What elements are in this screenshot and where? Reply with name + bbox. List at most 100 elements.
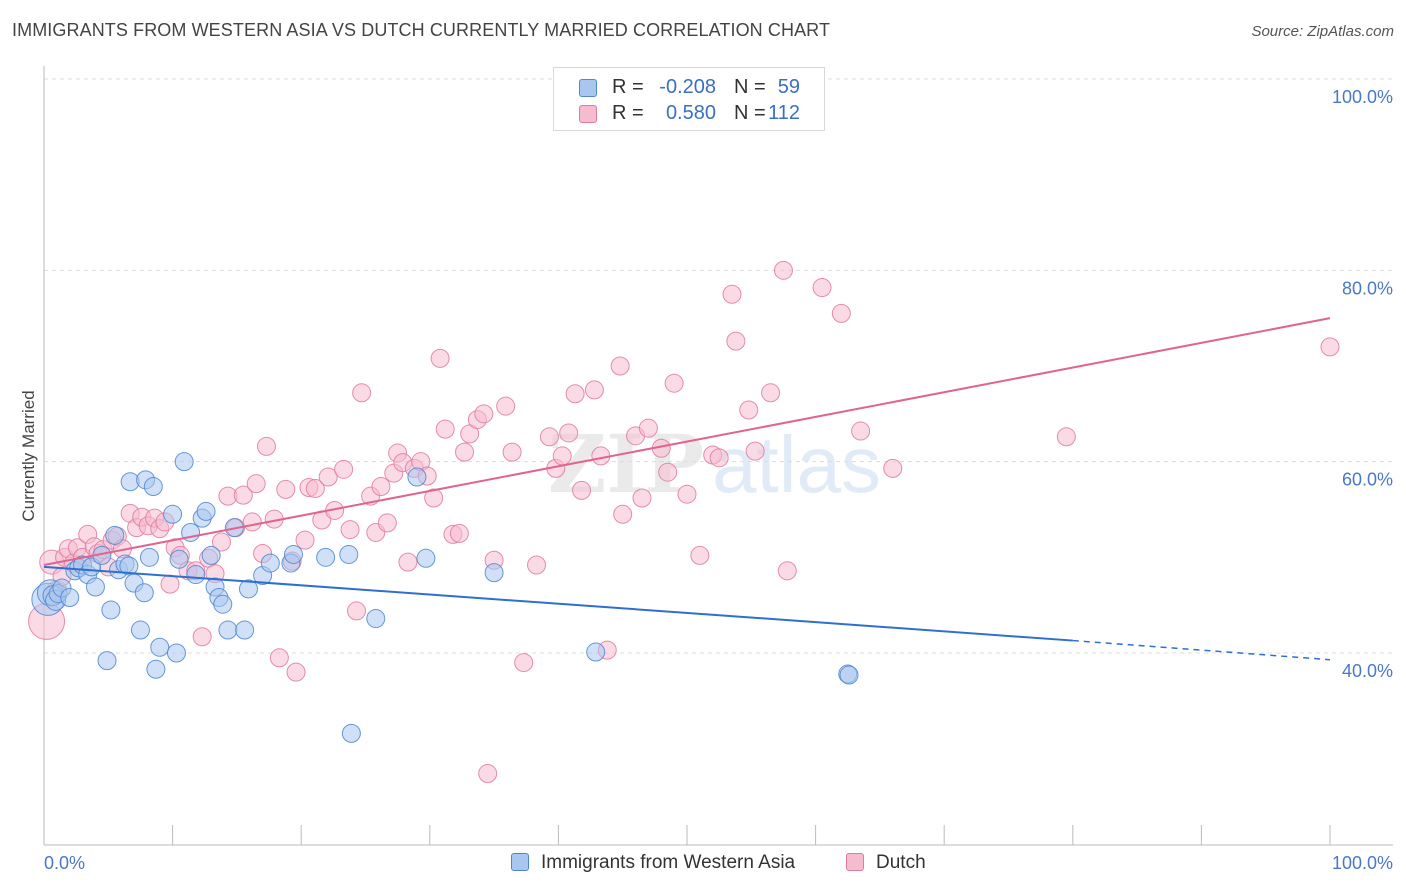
dutch-point xyxy=(295,530,315,550)
dutch-point xyxy=(424,488,444,508)
series-legend: Immigrants from Western Asia Dutch xyxy=(0,852,1406,878)
dutch-point xyxy=(761,383,781,403)
dutch-point xyxy=(1056,427,1076,447)
legend-n-label: N = xyxy=(734,102,766,124)
dutch-point xyxy=(613,504,633,524)
legend-r-value: 0.580 xyxy=(665,102,716,124)
legend-row-dutch: R = 0.580 N = 112 xyxy=(554,102,824,128)
western-asia-point xyxy=(85,577,105,597)
dutch-point xyxy=(745,441,765,461)
dutch-point xyxy=(552,446,572,466)
legend-item-western-asia: Immigrants from Western Asia xyxy=(511,852,795,874)
dutch-point xyxy=(539,427,559,447)
legend-swatch-pink xyxy=(579,105,597,123)
western-asia-point xyxy=(283,544,303,564)
western-asia-point xyxy=(119,556,139,576)
dutch-point xyxy=(377,513,397,533)
dutch-point xyxy=(638,418,658,438)
dutch-trend-line xyxy=(43,317,1331,566)
dutch-point xyxy=(773,260,793,280)
dutch-point xyxy=(305,478,325,498)
legend-label-western-asia: Immigrants from Western Asia xyxy=(541,852,796,873)
dutch-point xyxy=(739,400,759,420)
chart-title: IMMIGRANTS FROM WESTERN ASIA VS DUTCH CU… xyxy=(12,20,831,40)
western-asia-point xyxy=(134,583,154,603)
legend-swatch-blue xyxy=(511,853,529,871)
western-asia-point xyxy=(218,620,238,640)
western-asia-point xyxy=(139,547,159,567)
western-asia-trend-line xyxy=(43,565,1073,642)
y-tick-label: 80.0% xyxy=(1342,278,1393,298)
dutch-point xyxy=(276,479,296,499)
dutch-point xyxy=(502,442,522,462)
dutch-point xyxy=(269,648,289,668)
dutch-points xyxy=(28,260,1340,784)
dutch-point xyxy=(722,284,742,304)
western-asia-point xyxy=(166,643,186,663)
dutch-point xyxy=(256,436,276,456)
legend-r-label: R = xyxy=(612,76,644,98)
western-asia-point xyxy=(146,659,166,679)
legend-label-dutch: Dutch xyxy=(876,852,926,873)
western-asia-point xyxy=(260,553,280,573)
western-asia-point xyxy=(484,563,504,583)
dutch-point xyxy=(352,383,372,403)
dutch-point xyxy=(318,467,338,487)
dutch-point xyxy=(455,442,475,462)
western-asia-point xyxy=(174,452,194,472)
dutch-point xyxy=(559,423,579,443)
y-tick-label: 40.0% xyxy=(1342,661,1393,681)
dutch-point xyxy=(435,419,455,439)
western-asia-point xyxy=(97,651,117,671)
y-tick-labels: 40.0% 60.0% 80.0% 100.0% xyxy=(1332,87,1393,681)
dutch-point xyxy=(192,627,212,647)
axes xyxy=(43,66,1393,846)
dutch-point xyxy=(160,574,180,594)
dutch-point xyxy=(340,520,360,540)
legend-n-label: N = xyxy=(734,76,766,98)
western-asia-point xyxy=(339,544,359,564)
dutch-point xyxy=(478,764,498,784)
legend-r-label: R = xyxy=(612,102,644,124)
legend-swatch-blue xyxy=(579,79,597,97)
dutch-point xyxy=(1320,337,1340,357)
dutch-point xyxy=(514,653,534,673)
legend-swatch-pink xyxy=(846,853,864,871)
western-asia-point xyxy=(316,547,336,567)
y-tick-label: 60.0% xyxy=(1342,470,1393,490)
western-asia-point xyxy=(101,600,121,620)
dutch-point xyxy=(632,488,652,508)
stats-legend: R = -0.208 N = 59 R = 0.580 N = 112 xyxy=(553,67,825,131)
grid-lines xyxy=(44,78,1393,654)
western-asia-point xyxy=(839,665,859,685)
dutch-point xyxy=(584,380,604,400)
dutch-point xyxy=(398,552,418,572)
dutch-point xyxy=(334,459,354,479)
dutch-point xyxy=(371,477,391,497)
western-asia-point xyxy=(586,642,606,662)
dutch-point xyxy=(709,448,729,468)
western-asia-point xyxy=(186,565,206,585)
legend-n-value: 59 xyxy=(777,76,800,98)
western-asia-point xyxy=(235,620,255,640)
dutch-point xyxy=(211,532,231,552)
western-asia-point xyxy=(150,637,170,657)
dutch-point xyxy=(474,404,494,424)
legend-r-value: -0.208 xyxy=(659,76,716,98)
western-asia-point xyxy=(105,525,125,545)
western-asia-point xyxy=(407,467,427,487)
dutch-point xyxy=(496,396,516,416)
dutch-point xyxy=(286,662,306,682)
western-asia-point xyxy=(341,723,361,743)
western-asia-point xyxy=(238,579,258,599)
x-tick-label-min: 0.0% xyxy=(44,853,85,873)
legend-item-dutch: Dutch xyxy=(846,852,926,874)
y-tick-label: 100.0% xyxy=(1332,87,1393,107)
trend-lines xyxy=(43,317,1331,661)
dutch-point xyxy=(233,485,253,505)
dutch-point xyxy=(565,384,585,404)
y-axis-label: Currently Married xyxy=(19,390,38,521)
dutch-point xyxy=(527,555,547,575)
dutch-point xyxy=(664,373,684,393)
